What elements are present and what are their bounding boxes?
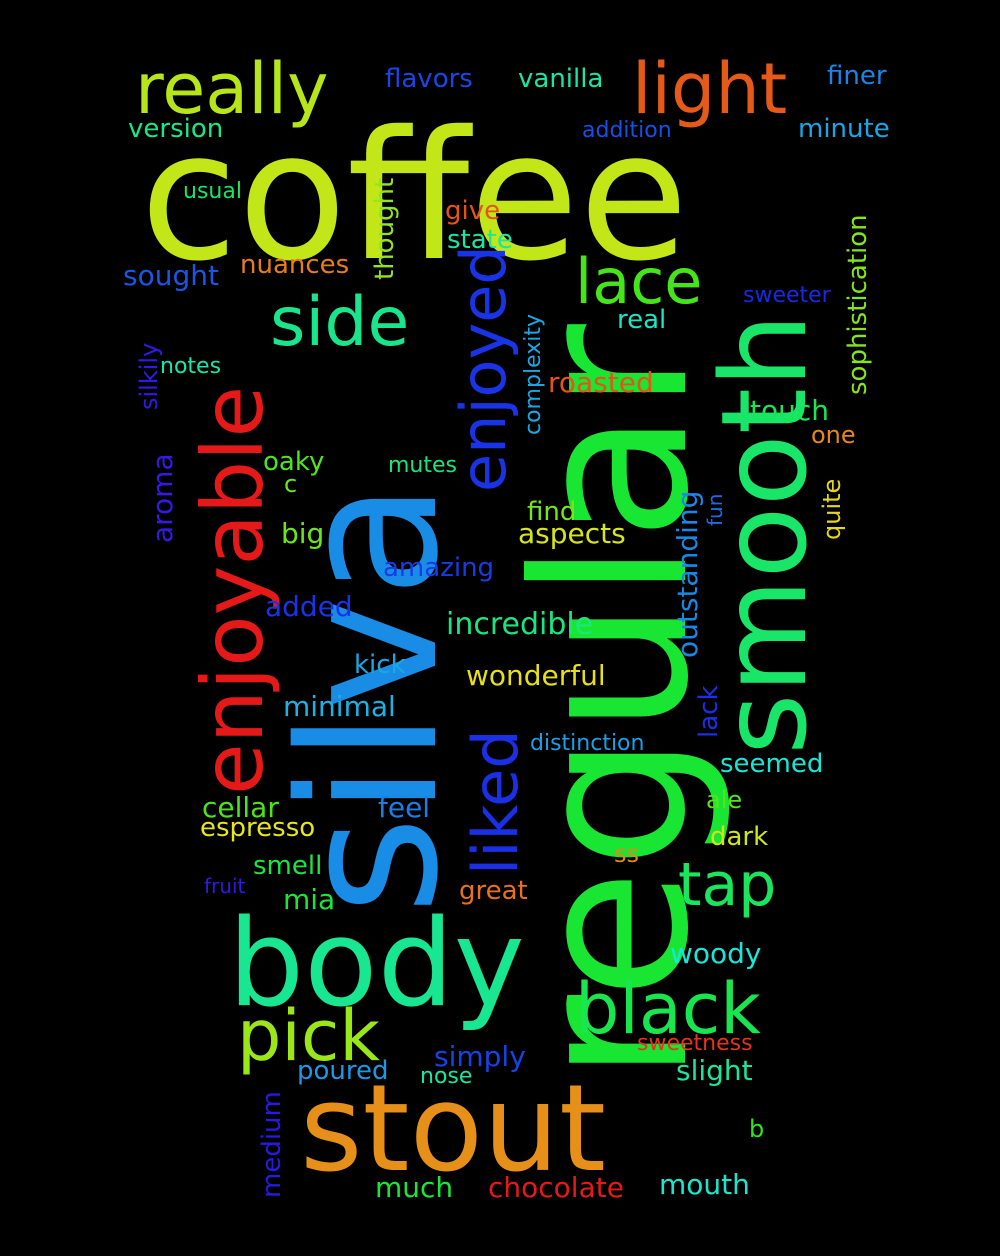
word-mia: mia <box>283 883 335 916</box>
word-touch: touch <box>750 394 829 427</box>
word-kick: kick <box>354 650 406 680</box>
word-woody: woody <box>670 937 762 970</box>
word-wonderful: wonderful <box>466 659 606 692</box>
word-cellar: cellar <box>202 791 279 824</box>
word-vanilla: vanilla <box>518 64 603 94</box>
word-fun: fun <box>703 494 727 526</box>
word-oaky: oaky <box>263 447 324 477</box>
word-version: version <box>128 114 223 144</box>
word-minimal: minimal <box>283 690 396 723</box>
word-body: body <box>228 895 525 1034</box>
word-flavors: flavors <box>385 64 473 94</box>
word-roasted: roasted <box>548 366 654 399</box>
word-mutes: mutes <box>388 453 457 478</box>
word-c: c <box>284 470 297 498</box>
word-sophistication: sophistication <box>843 214 873 395</box>
word-state: state <box>447 225 513 255</box>
word-aspects: aspects <box>518 517 626 550</box>
word-coffee: coffee <box>140 93 688 300</box>
word-finer: finer <box>827 61 887 91</box>
word-incredible: incredible <box>446 607 593 642</box>
word-minute: minute <box>798 114 890 144</box>
word-quite: quite <box>818 479 846 540</box>
word-mouth: mouth <box>659 1168 750 1201</box>
word-black: black <box>575 968 761 1050</box>
word-real: real <box>617 305 666 335</box>
word-simply: simply <box>434 1040 526 1073</box>
word-outstanding: outstanding <box>671 491 704 658</box>
word-smooth: smooth <box>695 313 833 755</box>
word-liked: liked <box>459 729 532 875</box>
word-big: big <box>281 517 324 550</box>
word-one: one <box>811 421 856 449</box>
word-nuances: nuances <box>240 250 349 280</box>
word-really: really <box>135 48 329 130</box>
word-great: great <box>459 876 528 906</box>
word-feel: feel <box>378 791 430 824</box>
word-ale: ale <box>706 786 742 814</box>
word-usual: usual <box>183 179 242 204</box>
word-ss: ss <box>614 840 639 868</box>
word-thought: thought <box>370 178 400 280</box>
word-silva: silva <box>259 482 480 915</box>
word-sweetness: sweetness <box>637 1031 753 1056</box>
word-espresso: espresso <box>200 813 315 843</box>
word-addition: addition <box>582 118 672 143</box>
word-give: give <box>445 196 500 226</box>
word-distinction: distinction <box>530 731 644 756</box>
word-lack: lack <box>694 685 724 738</box>
word-fruit: fruit <box>204 874 245 898</box>
word-enjoyable: enjoyable <box>184 386 282 795</box>
word-pick: pick <box>237 995 380 1077</box>
word-lace: lace <box>575 245 702 318</box>
word-sweeter: sweeter <box>743 283 832 308</box>
word-sought: sought <box>123 259 219 292</box>
word-complexity: complexity <box>521 314 546 435</box>
word-slight: slight <box>676 1054 753 1087</box>
word-dark: dark <box>710 822 768 852</box>
word-enjoyed: enjoyed <box>447 245 520 492</box>
word-nose: nose <box>420 1064 472 1089</box>
word-poured: poured <box>297 1056 389 1086</box>
word-regular: regular <box>488 323 735 1082</box>
word-light: light <box>632 48 787 130</box>
word-chocolate: chocolate <box>488 1171 624 1204</box>
word-seemed: seemed <box>720 749 823 779</box>
word-find: find <box>527 497 576 527</box>
word-stout: stout <box>300 1060 606 1199</box>
word-amazing: amazing <box>383 553 494 583</box>
word-aroma: aroma <box>146 453 179 543</box>
word-tap: tap <box>678 850 776 920</box>
word-notes: notes <box>160 354 221 379</box>
word-added: added <box>265 590 353 623</box>
word-smell: smell <box>253 851 322 881</box>
word-b: b <box>749 1115 764 1143</box>
word-much: much <box>375 1171 453 1204</box>
word-side: side <box>270 283 409 362</box>
word-medium: medium <box>257 1091 287 1198</box>
word-silkily: silkily <box>135 343 163 410</box>
